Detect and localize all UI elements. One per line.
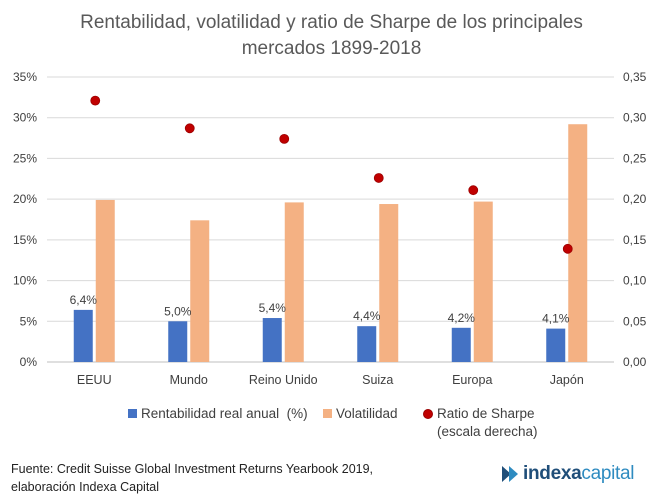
legend-label-sharpe-note: (escala derecha): [437, 424, 538, 439]
right-axis-ticks: 0,00 0,05 0,10 0,15 0,20 0,25 0,30 0,35: [623, 70, 647, 369]
left-axis-ticks: 0% 5% 10% 15% 20% 25% 30% 35%: [13, 70, 37, 369]
bar-rentabilidad: [73, 309, 93, 362]
bar-volatilidad: [95, 199, 115, 362]
legend-swatch-rentabilidad: [128, 409, 137, 418]
source-line1: Fuente: Credit Suisse Global Investment …: [11, 462, 374, 476]
left-axis-tick-label: 5%: [20, 314, 38, 328]
bar-rentabilidad: [546, 328, 566, 362]
data-label-rentabilidad: 5,0%: [164, 304, 192, 318]
legend-swatch-volatilidad: [323, 409, 332, 418]
category-label: Reino Unido: [249, 373, 318, 387]
sharpe-points: [90, 95, 573, 254]
left-axis-tick-label: 0%: [20, 355, 38, 369]
bar-rentabilidad: [357, 326, 377, 362]
bars: [73, 124, 588, 362]
category-label: Suiza: [362, 373, 393, 387]
data-label-rentabilidad: 6,4%: [70, 293, 98, 307]
bar-volatilidad: [473, 201, 493, 362]
logo-text-capital: capital: [581, 463, 635, 484]
left-axis-tick-label: 20%: [13, 192, 37, 206]
right-axis-tick-label: 0,35: [623, 70, 647, 84]
bar-rentabilidad: [451, 327, 471, 362]
legend-marker-sharpe: [423, 409, 433, 419]
chart-title-line1: Rentabilidad, volatilidad y ratio de Sha…: [80, 12, 583, 33]
left-axis-tick-label: 10%: [13, 274, 37, 288]
legend: Rentabilidad real anual (%) Volatilidad …: [128, 406, 538, 439]
data-labels: 6,4% 5,0% 5,4% 4,4% 4,2% 4,1%: [70, 293, 570, 326]
bar-rentabilidad: [168, 321, 188, 362]
sharpe-point: [279, 133, 290, 144]
legend-label-sharpe: Ratio de Sharpe: [437, 406, 535, 421]
sharpe-point: [373, 173, 384, 183]
right-axis-tick-label: 0,00: [623, 355, 647, 369]
logo-text-indexa: indexa: [523, 463, 582, 484]
right-axis-tick-label: 0,10: [623, 274, 647, 288]
logo-mark-icon: [502, 466, 518, 482]
chart-plot: 0%5%10%15%20%25%30%35% 0,000,050,100,150…: [13, 70, 647, 439]
category-label: Japón: [550, 373, 584, 387]
bar-volatilidad: [190, 220, 210, 362]
right-axis-tick-label: 0,15: [623, 233, 647, 247]
category-labels: EEUU Mundo Reino Unido Suiza Europa Japón: [77, 373, 584, 387]
source-note: Fuente: Credit Suisse Global Investment …: [11, 460, 373, 496]
sharpe-point: [184, 123, 195, 134]
right-axis-tick-label: 0,30: [623, 111, 647, 125]
data-label-rentabilidad: 4,2%: [448, 311, 476, 325]
chart-title-line2: mercados 1899-2018: [241, 38, 422, 59]
data-label-rentabilidad: 4,4%: [353, 309, 381, 323]
left-axis-tick-label: 35%: [13, 70, 37, 84]
bar-volatilidad: [379, 204, 399, 362]
category-label: EEUU: [77, 373, 112, 387]
bar-rentabilidad: [262, 318, 282, 362]
sharpe-point: [90, 95, 101, 106]
bar-volatilidad: [284, 202, 304, 362]
right-axis-tick-label: 0,25: [623, 151, 647, 165]
right-axis-tick-label: 0,05: [623, 314, 647, 328]
left-axis-tick-label: 25%: [13, 151, 37, 165]
left-axis-tick-label: 15%: [13, 233, 37, 247]
left-axis-tick-label: 30%: [13, 111, 37, 125]
right-axis-tick-label: 0,20: [623, 192, 647, 206]
sharpe-point: [562, 243, 573, 254]
data-label-rentabilidad: 5,4%: [259, 301, 287, 315]
indexa-capital-logo: indexa capital: [500, 461, 635, 487]
sharpe-point: [468, 185, 479, 196]
legend-label-rentabilidad: Rentabilidad real anual (%): [141, 406, 308, 421]
category-label: Europa: [452, 373, 492, 387]
bar-volatilidad: [568, 124, 588, 362]
category-label: Mundo: [170, 373, 208, 387]
legend-label-volatilidad: Volatilidad: [336, 406, 398, 421]
source-line2: elaboración Indexa Capital: [11, 480, 160, 494]
data-label-rentabilidad: 4,1%: [542, 312, 570, 326]
gridlines: [47, 76, 614, 363]
